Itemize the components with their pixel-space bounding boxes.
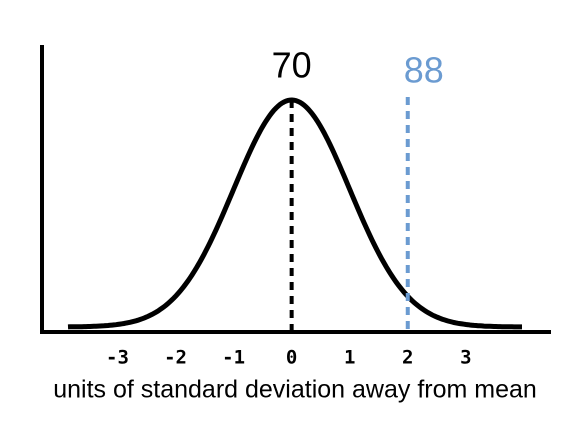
x-tick-label: 0 [286, 347, 297, 369]
x-tick-label: 3 [460, 347, 471, 369]
bell-curve [67, 97, 522, 330]
marker-label: 70 [272, 45, 312, 86]
x-tick-label: 1 [344, 347, 355, 369]
x-axis-label: units of standard deviation away from me… [53, 376, 537, 404]
marker-label: 88 [404, 50, 444, 91]
x-tick-label: -1 [222, 347, 245, 369]
x-tick-label: 2 [402, 347, 413, 369]
x-tick-label: -2 [164, 347, 187, 369]
x-tick-label: -3 [106, 347, 129, 369]
